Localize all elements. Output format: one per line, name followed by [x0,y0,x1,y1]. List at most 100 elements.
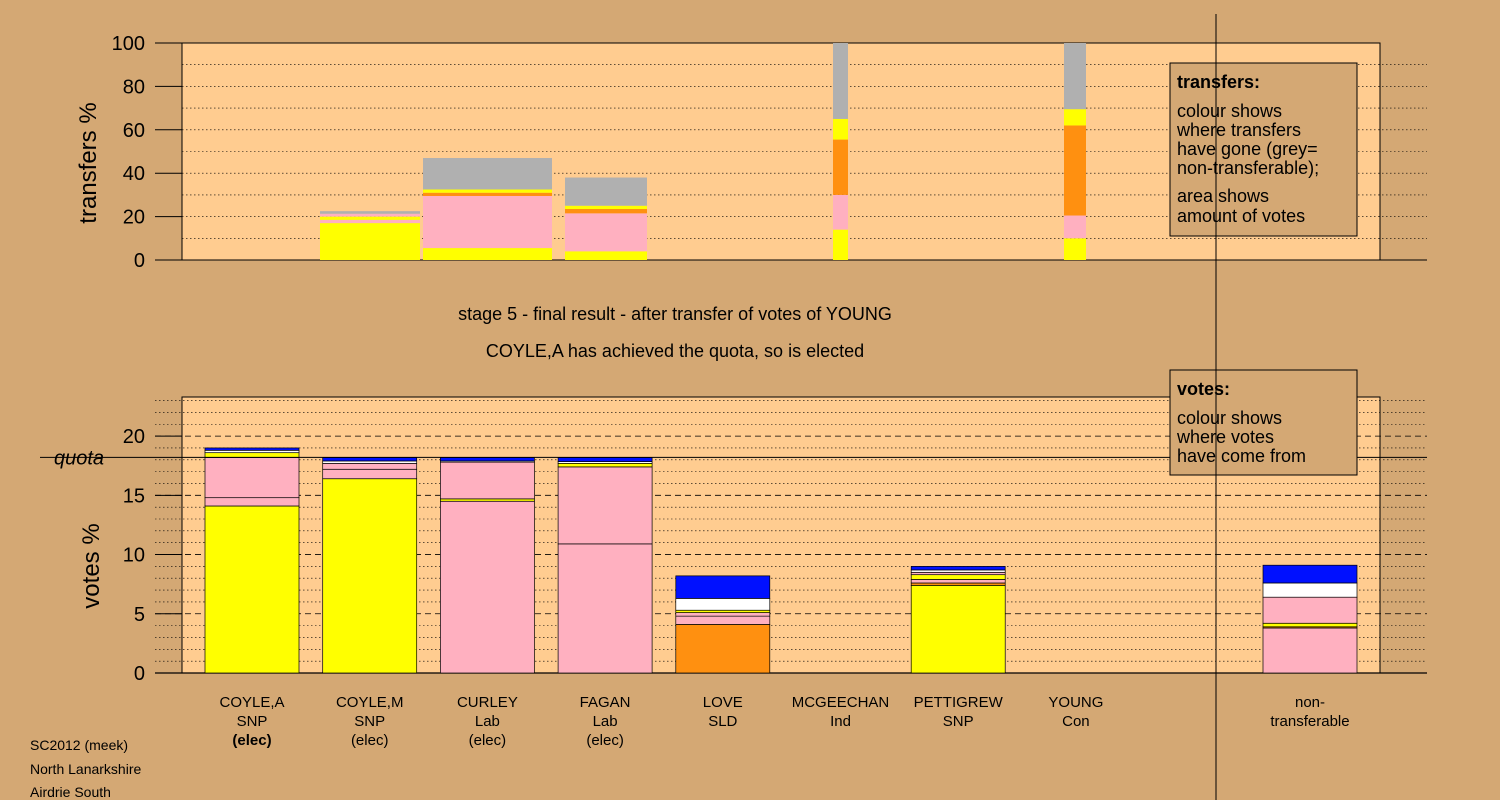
stage-caption: stage 5 - final result - after transfer … [458,304,892,324]
candidate-name: CURLEY [457,694,518,711]
candidate-party: SNP [237,713,268,730]
vote-segment [557,457,653,462]
transfer-segment [423,248,552,260]
vote-segment [1262,622,1358,628]
candidate-name: LOVE [703,694,743,711]
candidate-party: SLD [708,713,737,730]
vote-segment [322,457,418,462]
transfers-legend: transfers: colour shows where transfers … [1169,62,1358,237]
transfers-legend-line: area shows [1177,186,1269,206]
candidate-status: (elec) [351,732,389,749]
vote-segment [910,569,1006,573]
vote-segment [440,500,535,674]
candidate-party: Ind [830,713,851,730]
vote-segment [322,462,418,470]
transfers-bars [320,43,1086,260]
candidate-party: Con [1062,713,1090,730]
vote-bar [675,575,771,674]
vote-segment [204,505,300,674]
transfer-segment [833,229,848,260]
vote-segment [910,582,1006,586]
vote-segment [910,584,1006,674]
vote-segment [204,449,300,454]
transfer-segment [320,213,420,217]
votes-legend-line: colour shows [1177,408,1282,428]
vote-segment [204,457,300,499]
votes-bars [204,447,1358,674]
vote-bar [440,457,535,674]
votes-legend-line: have come from [1177,446,1306,466]
votes-y-axis-label: votes % [78,523,105,608]
non-transferable-label: transferable [1270,713,1349,730]
vote-segment [675,598,771,611]
vote-segment [204,452,300,458]
vote-segment [322,460,418,464]
vote-bar [910,566,1006,674]
transfer-segment [565,251,647,260]
candidate-status: (elec) [469,732,507,749]
vote-segment [322,478,418,674]
vote-bar [557,457,653,674]
vote-segment [204,447,300,451]
transfers-legend-line: colour shows [1177,101,1282,121]
transfer-segment [833,194,848,230]
transfers-legend-line: have gone (grey= [1177,139,1318,159]
y-tick-label: 0 [134,663,145,685]
vote-bar [322,457,418,674]
candidate-party: Lab [593,713,618,730]
footer-line: North Lanarkshire [30,761,141,777]
y-tick-label: 15 [123,485,145,507]
quota-label: quota [54,447,104,469]
footer-line: Airdrie South [30,784,111,800]
vote-segment [557,466,653,545]
transfer-segment [565,213,647,252]
vote-segment [440,457,535,462]
vote-segment [1262,627,1358,674]
vote-segment [322,468,418,480]
y-tick-label: 80 [123,76,145,98]
transfer-segment [1064,125,1086,216]
transfer-bar [320,211,420,260]
candidate-labels: COYLE,A SNP (elec) COYLE,M SNP (elec) CURLEY La… [219,694,1349,749]
result-caption: COYLE,A has achieved the quota, so is el… [486,341,864,361]
transfer-segment [565,177,647,206]
candidate-party: Lab [475,713,500,730]
transfers-legend-line: where transfers [1176,120,1301,140]
y-tick-label: 60 [123,120,145,142]
vote-segment [910,571,1006,576]
vote-segment [675,609,771,613]
y-tick-label: 20 [123,426,145,448]
vote-segment [675,575,771,599]
transfers-y-axis-label: transfers % [75,102,102,223]
vote-segment [1262,596,1358,624]
candidate-name: COYLE,A [219,694,284,711]
transfer-segment [423,195,552,249]
votes-legend-title: votes: [1177,379,1230,399]
y-tick-label: 0 [134,250,145,272]
vote-segment [1262,564,1358,584]
footer-line: SC2012 (meek) [30,737,128,753]
candidate-status: (elec) [586,732,624,749]
vote-segment [910,579,1006,584]
candidate-party: SNP [943,713,974,730]
votes-y-ticks: 0 5 10 15 20 [123,426,182,685]
y-tick-label: 10 [123,545,145,567]
y-tick-label: 40 [123,163,145,185]
votes-legend-line: where votes [1176,427,1274,447]
vote-segment [910,566,1006,571]
transfer-segment [320,211,420,214]
vote-bar [204,447,300,674]
candidate-name: PETTIGREW [914,694,1004,711]
non-transferable-label: non- [1295,694,1325,711]
transfer-segment [423,189,552,193]
transfer-segment [320,216,420,220]
y-tick-label: 20 [123,207,145,229]
vote-segment [675,624,771,674]
candidate-name: MCGEECHAN [792,694,890,711]
vote-segment [440,498,535,502]
transfer-segment [320,223,420,260]
transfer-segment [1064,215,1086,239]
vote-segment [557,462,653,468]
vote-segment [910,574,1006,580]
